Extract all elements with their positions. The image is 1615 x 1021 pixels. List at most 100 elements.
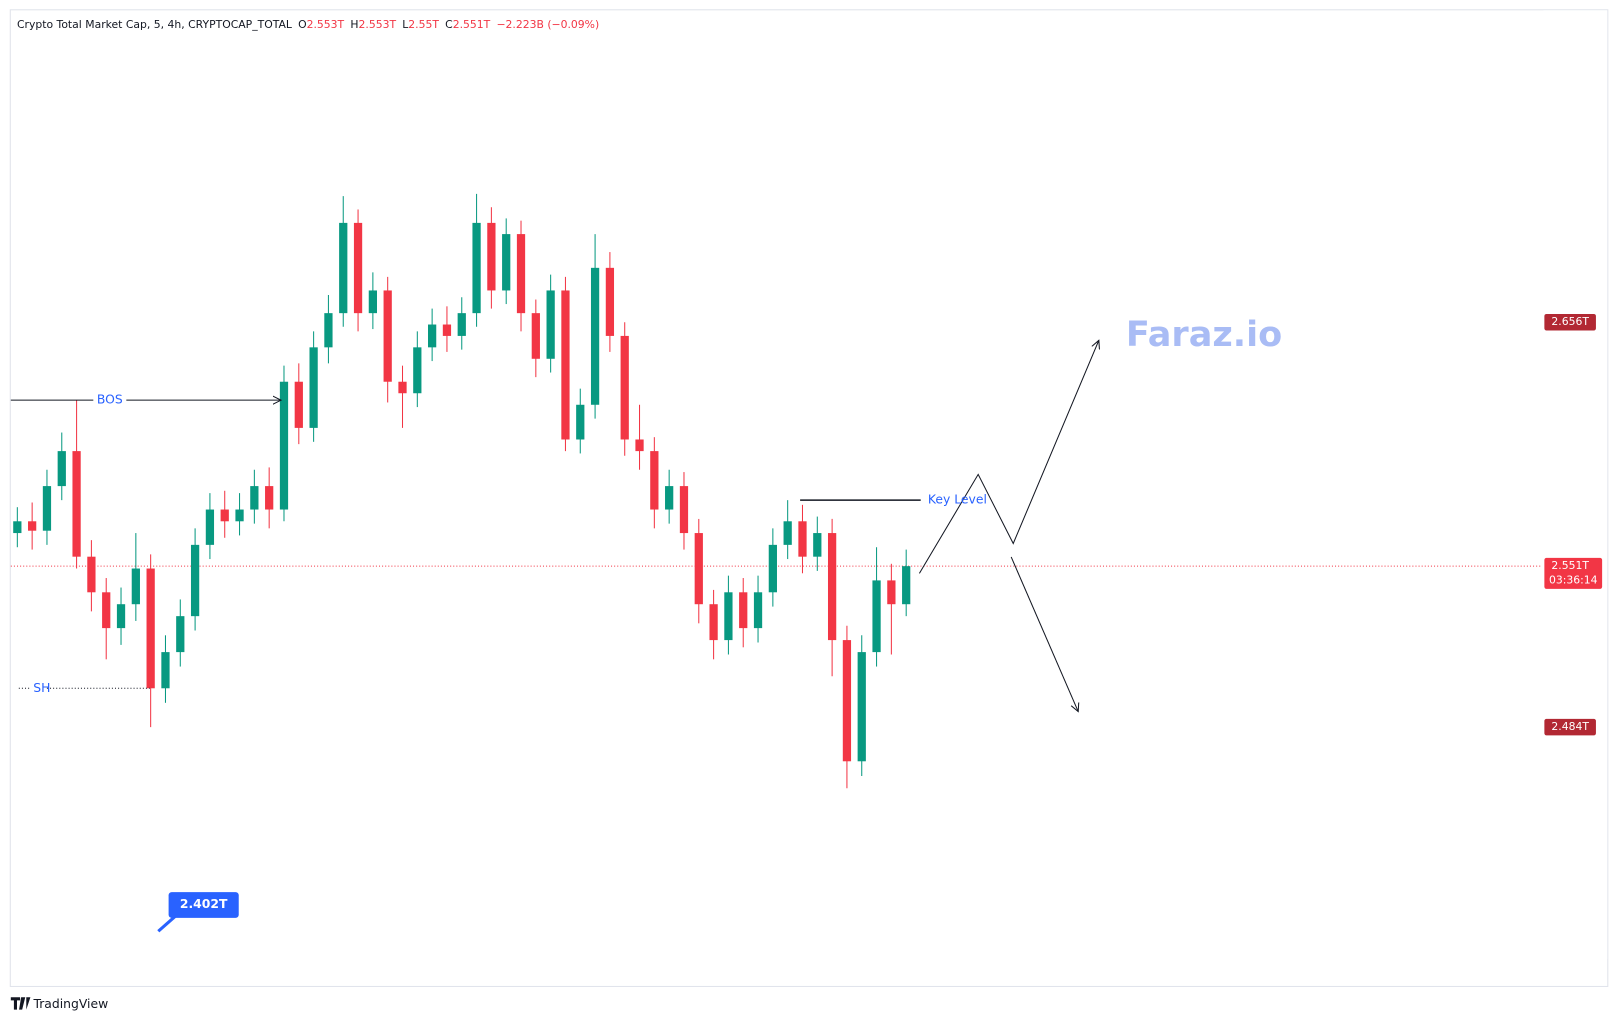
body [383, 290, 392, 382]
candle [783, 500, 792, 560]
callout-label: 2.402T [180, 897, 228, 911]
candle [87, 540, 96, 612]
body [561, 290, 570, 440]
candle [28, 502, 37, 550]
callout-box [168, 892, 239, 918]
l-value: 2.55T [408, 18, 439, 31]
body [620, 335, 629, 440]
projection [918, 340, 1098, 711]
candle [665, 469, 674, 524]
body [768, 544, 777, 593]
h-key: H [350, 18, 358, 31]
body [857, 652, 866, 762]
body [176, 616, 185, 653]
body [131, 568, 140, 605]
callout: 2.402T [157, 892, 239, 933]
candle [605, 252, 615, 352]
body [324, 313, 333, 348]
body [57, 451, 66, 487]
candle [235, 493, 244, 536]
body [798, 521, 807, 557]
candle [309, 331, 318, 442]
candle [398, 365, 407, 428]
body [265, 486, 274, 510]
callout-pointer [157, 914, 177, 933]
body [590, 267, 600, 405]
candle [131, 533, 140, 621]
candle [546, 274, 555, 373]
candle [457, 297, 466, 350]
candle [176, 599, 185, 667]
candle [694, 518, 703, 624]
candle [590, 234, 600, 419]
candle [428, 308, 437, 362]
body [220, 509, 229, 522]
body [353, 222, 363, 314]
candle [768, 528, 777, 607]
o-value: 2.553T [307, 18, 345, 31]
body [546, 290, 555, 359]
candle [413, 331, 422, 408]
body [827, 533, 837, 641]
candle [72, 400, 81, 569]
projection-up [918, 340, 1098, 574]
candle [116, 587, 126, 645]
body [872, 580, 881, 653]
candle [161, 635, 170, 703]
body [739, 592, 748, 629]
candle [353, 209, 363, 332]
body [13, 521, 22, 534]
sh-label: SH [33, 681, 50, 695]
candle [679, 472, 689, 550]
candle [13, 507, 22, 548]
candle [798, 504, 807, 574]
header: Crypto Total Market Cap, 5, 4h, CRYPTOCA… [17, 18, 599, 31]
body [753, 592, 763, 629]
axes: 2.656T 2.484T 2.551T 03:36:14 [1544, 313, 1603, 736]
body [235, 509, 244, 522]
candle [324, 294, 333, 364]
bos-label: BOS [97, 393, 123, 407]
body [146, 568, 155, 689]
last-price-tag [1544, 557, 1603, 589]
body [72, 451, 81, 557]
level-tag [1544, 718, 1596, 736]
c-value: 2.551T [453, 18, 491, 31]
candle [383, 276, 392, 403]
candle [842, 625, 852, 789]
candle [531, 299, 540, 378]
body [102, 592, 111, 629]
body [842, 640, 852, 762]
candle [650, 437, 659, 529]
candle [813, 516, 822, 571]
o-key: O [298, 18, 307, 31]
body [87, 556, 96, 593]
last-price-label: 2.551T [1551, 559, 1589, 572]
candle [42, 469, 52, 545]
body [665, 486, 674, 510]
watermark: Faraz.io [1126, 314, 1282, 355]
candle [294, 363, 303, 445]
body [635, 439, 644, 452]
body [902, 566, 911, 605]
body [28, 521, 37, 531]
candle [724, 575, 733, 655]
body [783, 521, 792, 545]
candle [709, 589, 718, 660]
c-key: C [445, 18, 453, 31]
body [205, 509, 215, 545]
brand: TradingView [32, 997, 108, 1011]
body [279, 381, 289, 510]
body [679, 486, 689, 534]
candle [190, 528, 200, 631]
level-label: 2.656T [1551, 315, 1589, 328]
change: −2.223B (−0.09%) [496, 18, 599, 31]
body [368, 290, 377, 314]
candle [635, 404, 644, 470]
body [442, 324, 452, 336]
body [724, 592, 733, 641]
body [694, 533, 703, 605]
body [250, 486, 259, 510]
body [709, 604, 718, 641]
level-tag [1544, 313, 1596, 331]
